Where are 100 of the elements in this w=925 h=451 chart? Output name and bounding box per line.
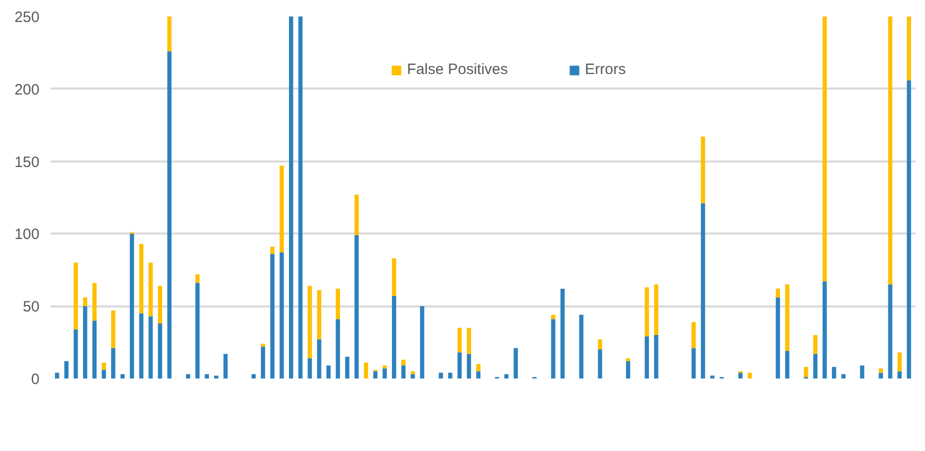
bar xyxy=(748,372,752,378)
bar xyxy=(888,284,892,378)
bar xyxy=(83,297,88,306)
bar xyxy=(897,371,902,378)
bar xyxy=(448,372,452,378)
bar xyxy=(74,262,78,330)
bar xyxy=(906,80,912,378)
bar xyxy=(288,16,294,378)
bar xyxy=(92,320,97,378)
bar xyxy=(776,288,780,298)
bar xyxy=(392,258,396,296)
y-tick-label: 100 xyxy=(14,226,40,244)
bar xyxy=(317,290,322,340)
bar xyxy=(260,344,266,347)
bar xyxy=(158,286,162,324)
bar xyxy=(167,51,172,378)
bar xyxy=(626,361,630,378)
bar xyxy=(364,362,368,378)
bar xyxy=(700,203,706,378)
bar xyxy=(111,310,116,348)
bar xyxy=(148,262,153,316)
bar xyxy=(813,335,818,354)
bar xyxy=(139,313,144,378)
bar xyxy=(738,372,743,378)
bar xyxy=(466,354,472,378)
bar xyxy=(102,370,106,378)
bar xyxy=(392,296,396,378)
bar xyxy=(382,368,387,378)
legend-label: Errors xyxy=(584,61,626,78)
bar xyxy=(64,361,69,378)
bar xyxy=(54,372,60,378)
bar xyxy=(280,252,284,378)
bar xyxy=(158,323,162,378)
bar xyxy=(410,374,415,378)
bar xyxy=(897,352,902,372)
bar xyxy=(710,376,714,378)
bar xyxy=(598,339,602,350)
bar xyxy=(579,314,584,378)
y-tick-label: 250 xyxy=(14,9,40,26)
bar xyxy=(336,288,340,320)
bar xyxy=(83,306,88,378)
bar xyxy=(74,329,78,378)
bar xyxy=(167,16,172,52)
bar xyxy=(410,371,415,374)
bar xyxy=(551,319,556,378)
bar xyxy=(822,16,827,282)
bar xyxy=(906,16,912,80)
bar xyxy=(223,354,228,378)
y-tick-label: 200 xyxy=(14,81,40,98)
bar xyxy=(504,374,509,378)
bar xyxy=(878,372,883,378)
bar xyxy=(822,281,827,378)
bar xyxy=(270,254,274,378)
bar xyxy=(298,16,303,378)
bar xyxy=(260,346,266,378)
bar xyxy=(195,282,200,378)
bar xyxy=(401,365,406,378)
bar xyxy=(308,358,312,378)
bar xyxy=(514,348,518,378)
bar xyxy=(841,374,846,378)
bar xyxy=(804,366,808,378)
bar xyxy=(354,235,359,378)
bar xyxy=(813,354,818,378)
legend-label: False Positives xyxy=(407,61,508,78)
bar xyxy=(654,284,658,336)
bar xyxy=(551,314,556,320)
bar xyxy=(888,16,892,284)
bar xyxy=(457,328,462,352)
bar xyxy=(654,335,658,378)
bar xyxy=(270,246,274,254)
bar xyxy=(345,356,350,378)
bar xyxy=(438,372,443,378)
bar xyxy=(148,316,153,378)
bar xyxy=(317,339,322,378)
bar xyxy=(130,234,134,378)
bar xyxy=(354,194,359,236)
bar xyxy=(102,362,106,370)
bar xyxy=(139,244,144,314)
bar xyxy=(111,348,116,378)
bar xyxy=(860,365,864,378)
bar xyxy=(457,352,462,378)
bar xyxy=(476,364,480,372)
y-tick-label: 0 xyxy=(31,371,40,388)
bar xyxy=(382,365,387,368)
bar xyxy=(420,306,424,378)
y-tick-label: 150 xyxy=(14,154,40,171)
bar xyxy=(195,274,200,283)
bar xyxy=(626,358,630,362)
bar xyxy=(120,374,125,378)
bar xyxy=(466,328,472,354)
bar xyxy=(336,319,340,378)
bar xyxy=(644,287,649,337)
bar xyxy=(92,282,97,321)
bar xyxy=(326,365,331,378)
bar xyxy=(692,348,696,378)
bar xyxy=(214,376,218,378)
bar xyxy=(280,166,284,253)
bar xyxy=(401,360,406,366)
bar xyxy=(308,286,312,358)
bar xyxy=(832,366,836,378)
